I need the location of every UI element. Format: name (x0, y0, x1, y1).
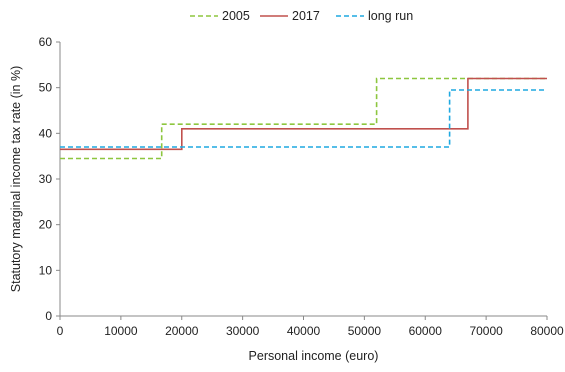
x-axis-ticks: 0 10000 20000 30000 40000 50000 60000 70000 8000… (57, 316, 564, 338)
series-lines (60, 77, 547, 160)
y-tick-label: 40 (39, 126, 53, 140)
y-axis-label: Statutory marginal income tax rate (in %… (9, 66, 23, 292)
x-axis-label: Personal income (euro) (249, 349, 379, 363)
x-tick-label: 40000 (287, 324, 321, 338)
y-tick-label: 20 (39, 218, 53, 232)
x-tick-label: 30000 (226, 324, 260, 338)
x-tick-label: 60000 (409, 324, 443, 338)
series-line-2017 (60, 77, 547, 151)
x-tick-label: 50000 (348, 324, 382, 338)
x-tick-label: 0 (57, 324, 64, 338)
y-tick-label: 50 (39, 81, 53, 95)
y-tick-label: 10 (39, 263, 53, 277)
plot-area: 0 10 20 30 40 50 60 0 10000 20000 30000 40000 50000… (39, 35, 564, 338)
y-tick-label: 0 (45, 309, 52, 323)
x-tick-label: 10000 (104, 324, 138, 338)
series-line-long-run (60, 89, 547, 148)
y-tick-label: 30 (39, 172, 53, 186)
x-tick-label: 20000 (165, 324, 199, 338)
legend-label: 2005 (222, 9, 250, 23)
y-tick-label: 60 (39, 35, 53, 49)
x-tick-label: 70000 (469, 324, 503, 338)
x-tick-label: 80000 (530, 324, 564, 338)
legend-label: long run (368, 9, 413, 23)
legend-label: 2017 (292, 9, 320, 23)
series-line-2005 (60, 77, 547, 160)
y-axis-ticks: 0 10 20 30 40 50 60 (39, 35, 60, 323)
legend: 2005 2017 long run (190, 9, 413, 23)
